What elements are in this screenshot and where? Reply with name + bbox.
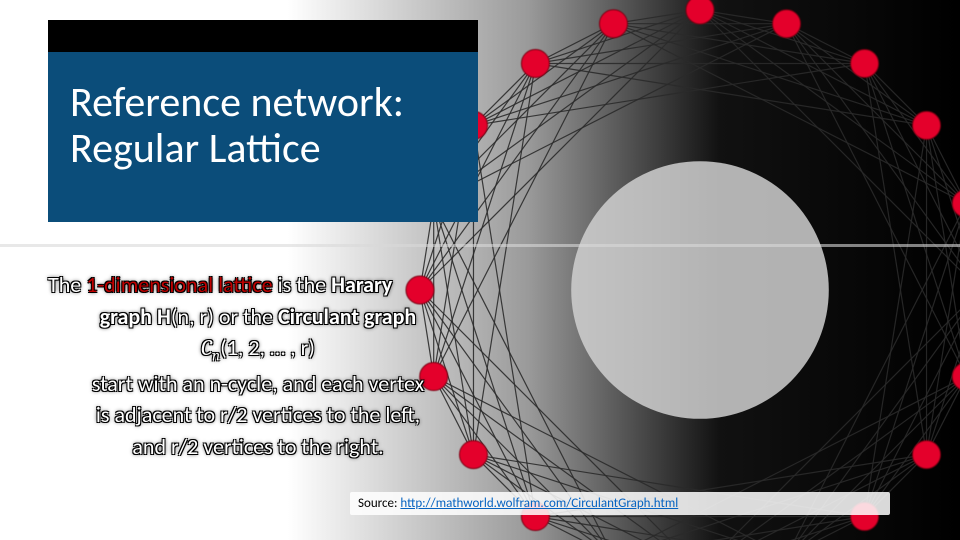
source-label: Source: (358, 496, 400, 511)
body-line4: start with an n-cycle, and each vertex (48, 369, 468, 399)
source-link[interactable]: http://mathworld.wolfram.com/CirculantGr… (400, 496, 678, 511)
title-box: Reference network: Regular Lattice (48, 52, 478, 222)
accent-text: 1-dimensional lattice (86, 271, 272, 298)
title-line2: Regular Lattice (70, 123, 321, 174)
body-line1: The 1-dimensional lattice is the Harary (48, 270, 468, 300)
body-line3-math: Cn(1, 2, … , r) (48, 333, 468, 366)
page-title: Reference network: Regular Lattice (70, 80, 458, 172)
title-line1: Reference network: (70, 77, 404, 128)
body-text: The 1-dimensional lattice is the Harary … (48, 270, 468, 464)
source-line: Source: http://mathworld.wolfram.com/Cir… (350, 492, 890, 515)
divider (0, 244, 960, 247)
slide: Reference network: Regular Lattice The 1… (0, 0, 960, 540)
body-line6: and r/2 vertices to the right. (48, 432, 468, 462)
body-line2: graph H(n, r) or the Circulant graph (48, 302, 468, 332)
body-line5: is adjacent to r/2 vertices to the left, (48, 400, 468, 430)
